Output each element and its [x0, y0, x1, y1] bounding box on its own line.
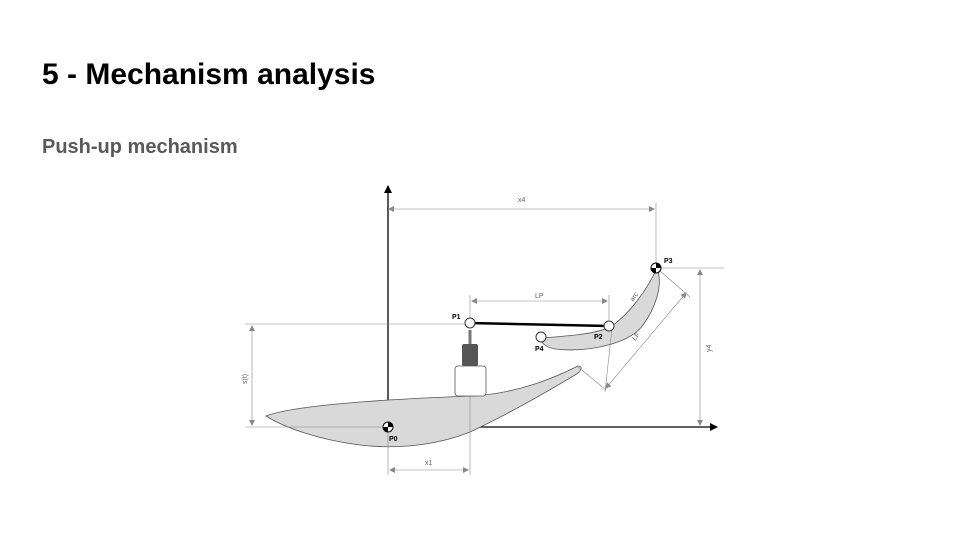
joint-p2	[603, 320, 615, 332]
pivot-p0	[382, 421, 394, 433]
joint-p1	[464, 317, 476, 329]
dim-line-lf	[605, 292, 687, 389]
link-p1-p2	[469, 321, 610, 328]
pivot-p3	[650, 262, 662, 274]
joint-p4	[535, 331, 547, 343]
dim-label-lf: LF	[631, 332, 642, 343]
label-p3: P3	[664, 258, 673, 265]
label-p0: P0	[389, 436, 398, 443]
ext-line-lf-top	[659, 270, 691, 298]
actuator-piston	[462, 344, 478, 366]
dim-label-y4: y4	[706, 345, 713, 353]
dim-label-x4: x4	[518, 197, 526, 204]
dim-label-x1: x1	[425, 460, 433, 467]
ext-line-lf-foot	[576, 365, 607, 391]
label-p1: P1	[452, 314, 461, 321]
dim-label-lp: LP	[535, 293, 544, 300]
label-p2: P2	[594, 334, 603, 341]
slide-title: 5 - Mechanism analysis	[42, 58, 376, 91]
dim-label-arc: arc	[629, 291, 641, 303]
actuator-cylinder	[454, 365, 487, 397]
label-p4: P4	[535, 346, 544, 353]
slide-subtitle: Push-up mechanism	[42, 136, 238, 158]
dim-label-st: s(t)	[242, 374, 249, 384]
base-shape	[265, 365, 582, 448]
